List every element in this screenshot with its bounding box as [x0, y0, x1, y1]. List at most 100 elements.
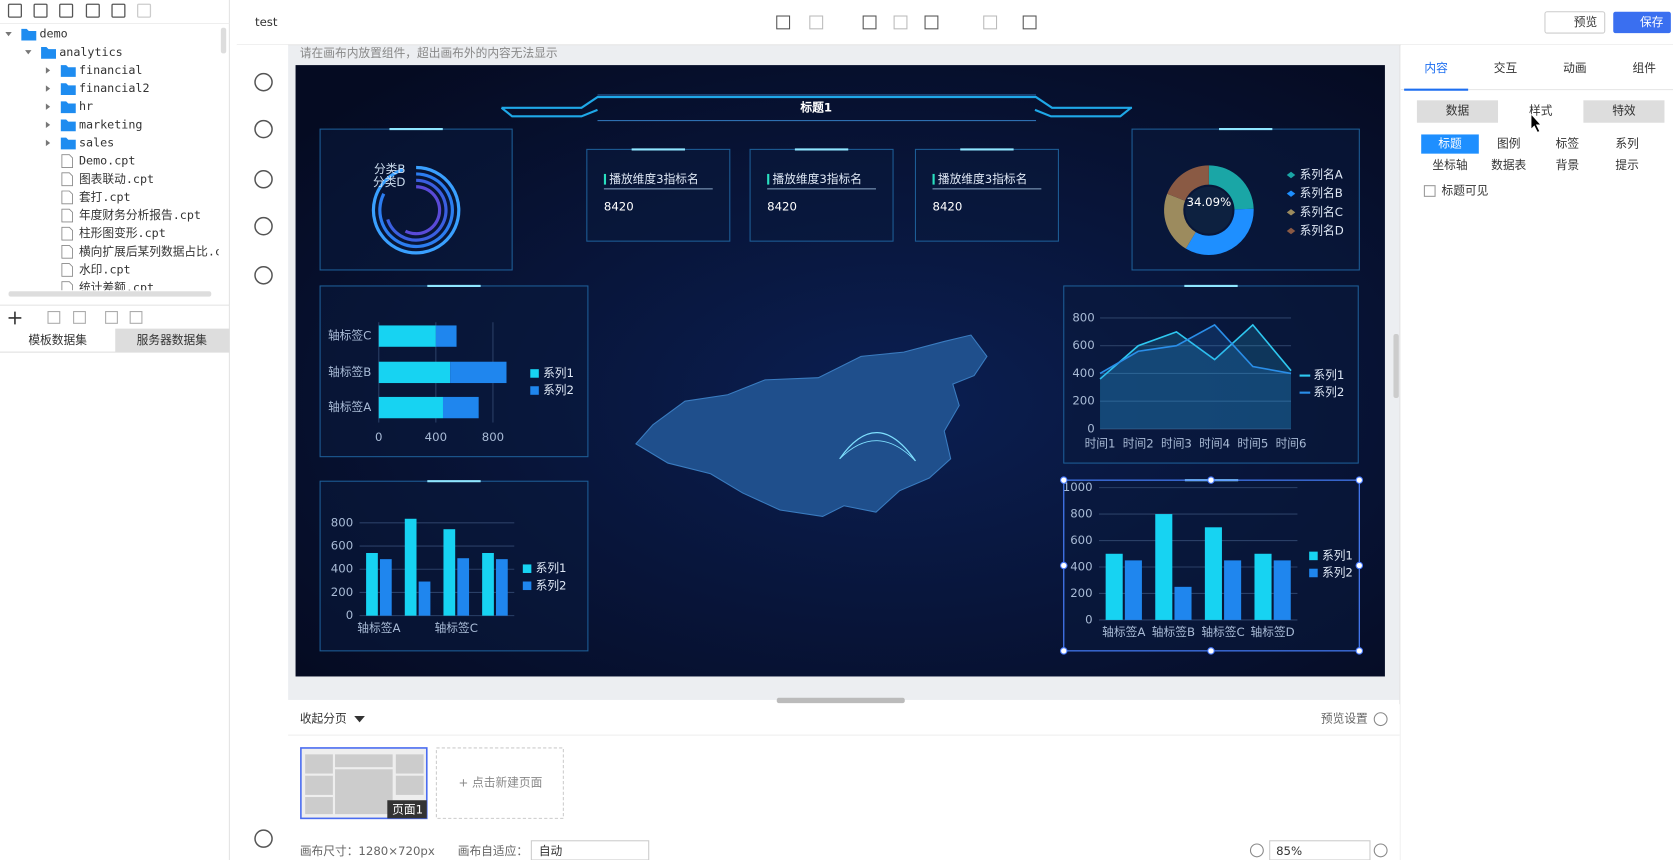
tree-item[interactable]: demo	[39, 27, 67, 41]
tree-arrow	[45, 121, 51, 129]
left-tab[interactable]: 服务器数据集	[137, 333, 208, 347]
zoom-out[interactable]	[1249, 843, 1264, 858]
top-bar	[236, 0, 1673, 45]
line	[1099, 323, 1292, 375]
tool-icon[interactable]	[7, 3, 22, 18]
resize-handle[interactable]	[1060, 476, 1068, 484]
tree-item[interactable]: financial	[79, 63, 143, 77]
ds-icon[interactable]	[129, 311, 143, 324]
resize-handle[interactable]	[1355, 561, 1364, 570]
thumb-block	[305, 754, 333, 774]
tree-item[interactable]: marketing	[79, 117, 143, 131]
tool-icon[interactable]	[136, 3, 152, 18]
ds-icon[interactable]	[47, 311, 61, 324]
resize-handle[interactable]	[1060, 561, 1068, 570]
component-icon[interactable]	[254, 119, 273, 139]
component-icon[interactable]	[254, 72, 273, 92]
tree-item[interactable]: 图表联动.cpt	[79, 172, 154, 186]
subtab[interactable]: 数据	[1446, 103, 1470, 117]
tree-item[interactable]: sales	[79, 135, 114, 149]
ring-label: 分类D	[373, 175, 405, 189]
tool-icon[interactable]	[33, 3, 48, 18]
resize-handle[interactable]	[1207, 476, 1215, 484]
left-tab[interactable]: 模板数据集	[28, 333, 87, 347]
panel-tab[interactable]: 交互	[1494, 61, 1518, 75]
collapse-pages[interactable]: 收起分页	[300, 712, 347, 726]
subtab-bg[interactable]	[1583, 100, 1665, 123]
cursor	[1530, 113, 1542, 133]
map	[635, 334, 988, 517]
subtab[interactable]: 特效	[1612, 103, 1636, 117]
style-item[interactable]: 背景	[1556, 158, 1580, 172]
new-page[interactable]	[435, 747, 564, 819]
edit-icon[interactable]	[1022, 15, 1037, 30]
style-item[interactable]: 标签	[1556, 137, 1580, 151]
tree-item[interactable]: 年度财务分析报告.cpt	[79, 208, 201, 222]
panel-tab[interactable]: 组件	[1632, 61, 1656, 75]
y-tick-label: 200	[1070, 586, 1092, 600]
y-tick-label: 轴标签C	[328, 329, 371, 343]
h-scroll	[776, 697, 905, 704]
component-icon[interactable]	[254, 266, 273, 285]
canvas-hint: 请在画布内放置组件，超出画布外的内容无法显示	[300, 46, 558, 60]
component-icon[interactable]	[254, 829, 273, 848]
style-item[interactable]: 数据表	[1491, 158, 1526, 172]
tree-item[interactable]: 横向扩展后某列数据占比.cpt	[79, 244, 236, 258]
resize-handle[interactable]	[1355, 476, 1364, 484]
edit-icon[interactable]	[924, 15, 939, 30]
panel-tab[interactable]: 动画	[1563, 61, 1586, 75]
panel	[319, 128, 513, 271]
donut-center: 34.09%	[1187, 195, 1232, 209]
save-btn[interactable]	[1613, 11, 1671, 34]
edit-icon[interactable]	[862, 15, 877, 30]
edit-icon[interactable]	[983, 15, 998, 30]
style-item[interactable]: 标题	[1438, 137, 1462, 151]
tree-item[interactable]: hr	[79, 99, 93, 113]
subtab[interactable]: 样式	[1529, 103, 1553, 117]
tool-icon[interactable]	[85, 3, 100, 18]
resize-handle[interactable]	[1355, 647, 1364, 655]
edit-icon[interactable]	[809, 15, 824, 30]
component-icon[interactable]	[254, 169, 273, 189]
preview-btn[interactable]	[1544, 11, 1606, 34]
checkbox[interactable]	[1423, 185, 1436, 197]
thumb-block	[335, 769, 393, 815]
style-item[interactable]: 图例	[1497, 137, 1520, 151]
legend-label: 系列名B	[1300, 186, 1343, 200]
preview-settings[interactable]: 预览设置	[1321, 712, 1368, 726]
style-item[interactable]: 系列	[1615, 137, 1638, 151]
tree-item[interactable]: 柱形图变形.cpt	[79, 226, 166, 240]
component-icon[interactable]	[254, 216, 273, 236]
edit-icon[interactable]	[776, 15, 791, 30]
tree-item[interactable]: Demo.cpt	[79, 154, 135, 168]
tree-item[interactable]: analytics	[59, 45, 123, 59]
legend-swatch	[1286, 227, 1296, 235]
resize-handle[interactable]	[1207, 647, 1215, 655]
tree-item[interactable]: 统计差额.cpt	[79, 281, 154, 295]
style-item[interactable]: 坐标轴	[1432, 158, 1467, 172]
legend-swatch	[522, 564, 532, 573]
bar	[366, 552, 378, 616]
tool-icon[interactable]	[59, 3, 74, 18]
style-item[interactable]: 提示	[1615, 158, 1639, 172]
tree-arrow	[5, 32, 12, 37]
ring-arc	[371, 165, 461, 255]
edit-icon[interactable]	[893, 15, 908, 30]
resize-handle[interactable]	[1060, 647, 1068, 655]
ds-icon[interactable]	[105, 311, 118, 324]
line-area	[1100, 324, 1292, 429]
bar	[442, 396, 479, 419]
subtab-bg[interactable]	[1416, 100, 1499, 123]
tree-item[interactable]: 水印.cpt	[79, 262, 131, 276]
ds-icon[interactable]	[73, 311, 86, 324]
tree-item[interactable]: 套打.cpt	[79, 190, 131, 204]
zoom-in[interactable]	[1373, 843, 1388, 858]
y-tick-label: 轴标签B	[328, 365, 371, 379]
x-tick-label: 轴标签A	[357, 621, 400, 635]
donut-slice	[1185, 208, 1254, 256]
tree-item[interactable]: financial2	[79, 81, 150, 95]
bar	[418, 581, 431, 616]
panel-tab[interactable]: 内容	[1424, 61, 1448, 75]
tool-icon[interactable]	[111, 3, 126, 18]
